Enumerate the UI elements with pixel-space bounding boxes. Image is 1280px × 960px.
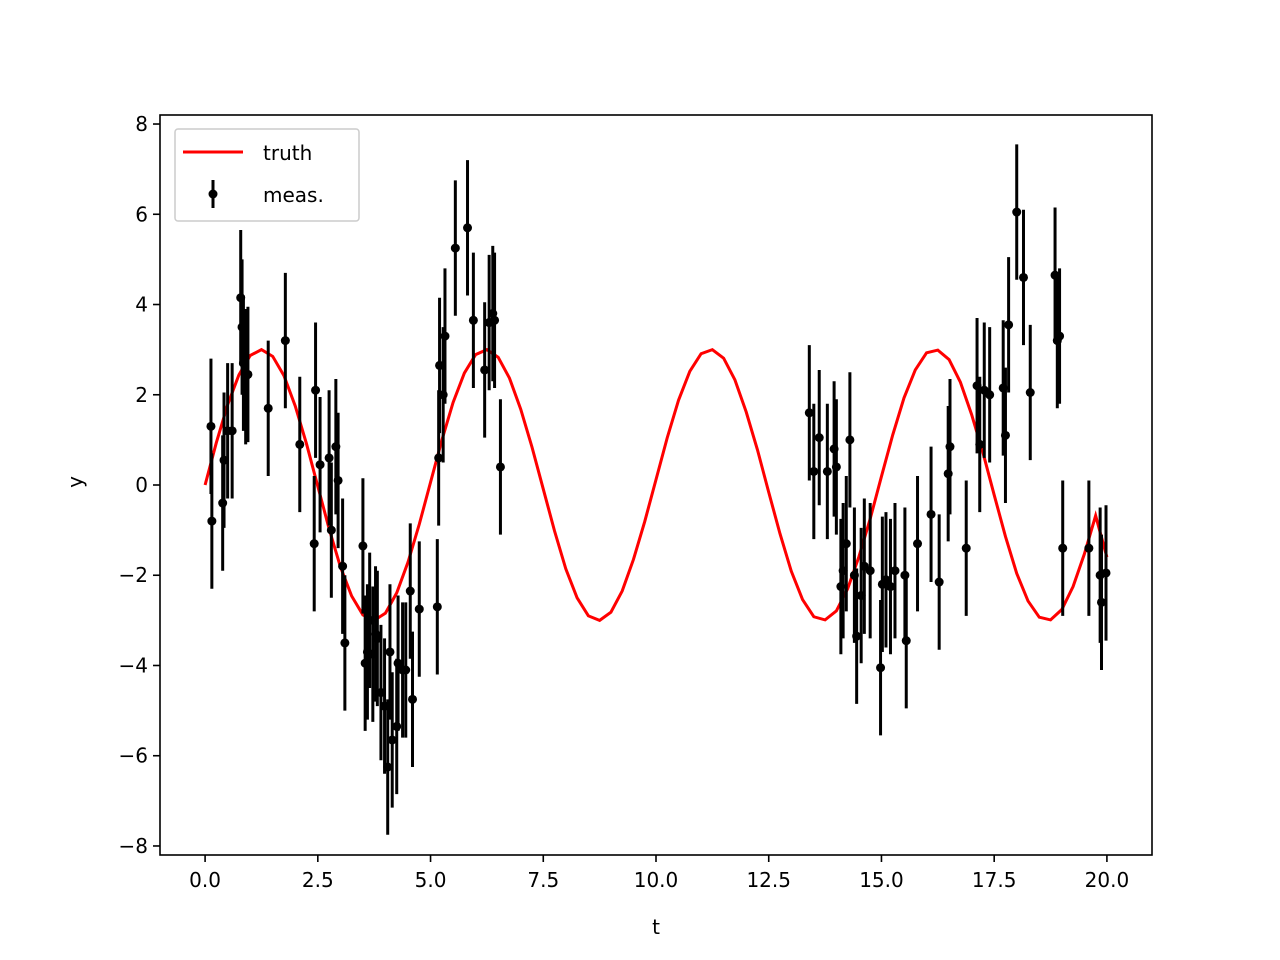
meas-point bbox=[1004, 320, 1014, 330]
meas-point bbox=[450, 243, 460, 253]
meas-point bbox=[926, 509, 936, 519]
meas-point bbox=[841, 539, 851, 549]
meas-point bbox=[881, 575, 891, 585]
meas-point bbox=[1055, 331, 1065, 341]
meas-point bbox=[495, 462, 505, 472]
meas-point bbox=[385, 647, 395, 657]
legend-meas-marker bbox=[208, 189, 218, 199]
meas-point bbox=[324, 453, 334, 463]
x-tick-label: 0.0 bbox=[189, 868, 221, 892]
legend-truth-label: truth bbox=[263, 141, 312, 165]
meas-point bbox=[315, 460, 325, 470]
meas-point bbox=[1101, 568, 1111, 578]
meas-point bbox=[1025, 388, 1035, 397]
meas-point bbox=[934, 577, 944, 587]
meas-point bbox=[1018, 272, 1028, 282]
x-tick-label: 5.0 bbox=[415, 868, 447, 892]
legend: truth meas. bbox=[174, 128, 360, 222]
x-tick-label: 10.0 bbox=[634, 868, 679, 892]
plot-area bbox=[159, 114, 1153, 856]
meas-point bbox=[401, 665, 411, 675]
meas-point bbox=[358, 541, 368, 551]
x-tick-label: 20.0 bbox=[1085, 868, 1130, 892]
meas-point bbox=[206, 421, 216, 431]
meas-point bbox=[1058, 543, 1068, 553]
meas-point bbox=[311, 385, 321, 395]
meas-point bbox=[440, 331, 450, 341]
meas-point bbox=[227, 426, 237, 436]
meas-point bbox=[804, 408, 814, 418]
meas-point bbox=[243, 369, 253, 379]
series-truth-line bbox=[203, 347, 1109, 623]
meas-point bbox=[295, 439, 305, 449]
meas-point bbox=[1012, 207, 1022, 217]
y-axis-label: y bbox=[63, 476, 87, 488]
meas-point bbox=[814, 433, 824, 443]
meas-point bbox=[432, 602, 442, 612]
meas-point bbox=[480, 365, 490, 375]
x-tick-label: 17.5 bbox=[972, 868, 1017, 892]
meas-point bbox=[414, 604, 424, 614]
meas-point bbox=[845, 435, 855, 445]
meas-point bbox=[333, 475, 343, 485]
y-axis: −8 −6 −4 −2 0 2 4 6 8 bbox=[119, 112, 160, 858]
x-tick-label: 7.5 bbox=[527, 868, 559, 892]
y-tick-label: 2 bbox=[135, 383, 148, 407]
y-tick-label: 6 bbox=[135, 202, 148, 226]
meas-point bbox=[1084, 543, 1094, 553]
meas-point bbox=[975, 439, 985, 449]
meas-point bbox=[338, 561, 348, 571]
meas-point bbox=[387, 735, 397, 745]
meas-point bbox=[1000, 430, 1010, 440]
y-tick-label: 0 bbox=[135, 473, 148, 497]
x-tick-label: 15.0 bbox=[859, 868, 904, 892]
y-tick-label: 4 bbox=[135, 293, 148, 317]
meas-point bbox=[408, 694, 418, 704]
y-tick-label: −4 bbox=[119, 653, 148, 677]
meas-point bbox=[383, 762, 393, 772]
x-tick-label: 12.5 bbox=[746, 868, 791, 892]
meas-point bbox=[340, 638, 350, 648]
meas-point bbox=[865, 566, 875, 576]
meas-point bbox=[876, 663, 886, 673]
y-tick-label: −2 bbox=[119, 563, 148, 587]
meas-point bbox=[326, 525, 336, 535]
meas-point bbox=[309, 539, 319, 549]
meas-point bbox=[985, 390, 995, 400]
meas-point bbox=[913, 539, 923, 549]
meas-point bbox=[1096, 597, 1106, 607]
x-tick-label: 2.5 bbox=[302, 868, 334, 892]
legend-meas-label: meas. bbox=[263, 183, 324, 207]
meas-point bbox=[945, 442, 955, 452]
meas-point bbox=[263, 403, 273, 413]
y-tick-label: 8 bbox=[135, 112, 148, 136]
meas-point bbox=[434, 453, 444, 463]
x-axis: 0.0 2.5 5.0 7.5 10.0 12.5 15.0 17.5 20.0 bbox=[189, 855, 1129, 892]
meas-point bbox=[809, 466, 819, 476]
meas-point bbox=[393, 658, 403, 668]
meas-point bbox=[852, 631, 862, 641]
meas-point bbox=[822, 466, 832, 476]
meas-point bbox=[468, 315, 478, 325]
meas-point bbox=[463, 223, 473, 233]
meas-point bbox=[280, 336, 290, 346]
meas-point bbox=[885, 582, 895, 592]
meas-point bbox=[831, 462, 841, 472]
y-tick-label: −8 bbox=[119, 834, 148, 858]
x-axis-label: t bbox=[652, 915, 660, 939]
meas-point bbox=[207, 516, 217, 526]
meas-point bbox=[405, 586, 415, 596]
meas-point bbox=[961, 543, 971, 553]
meas-point bbox=[901, 636, 911, 646]
y-tick-label: −6 bbox=[119, 744, 148, 768]
meas-point bbox=[490, 315, 500, 325]
meas-point bbox=[890, 566, 900, 576]
